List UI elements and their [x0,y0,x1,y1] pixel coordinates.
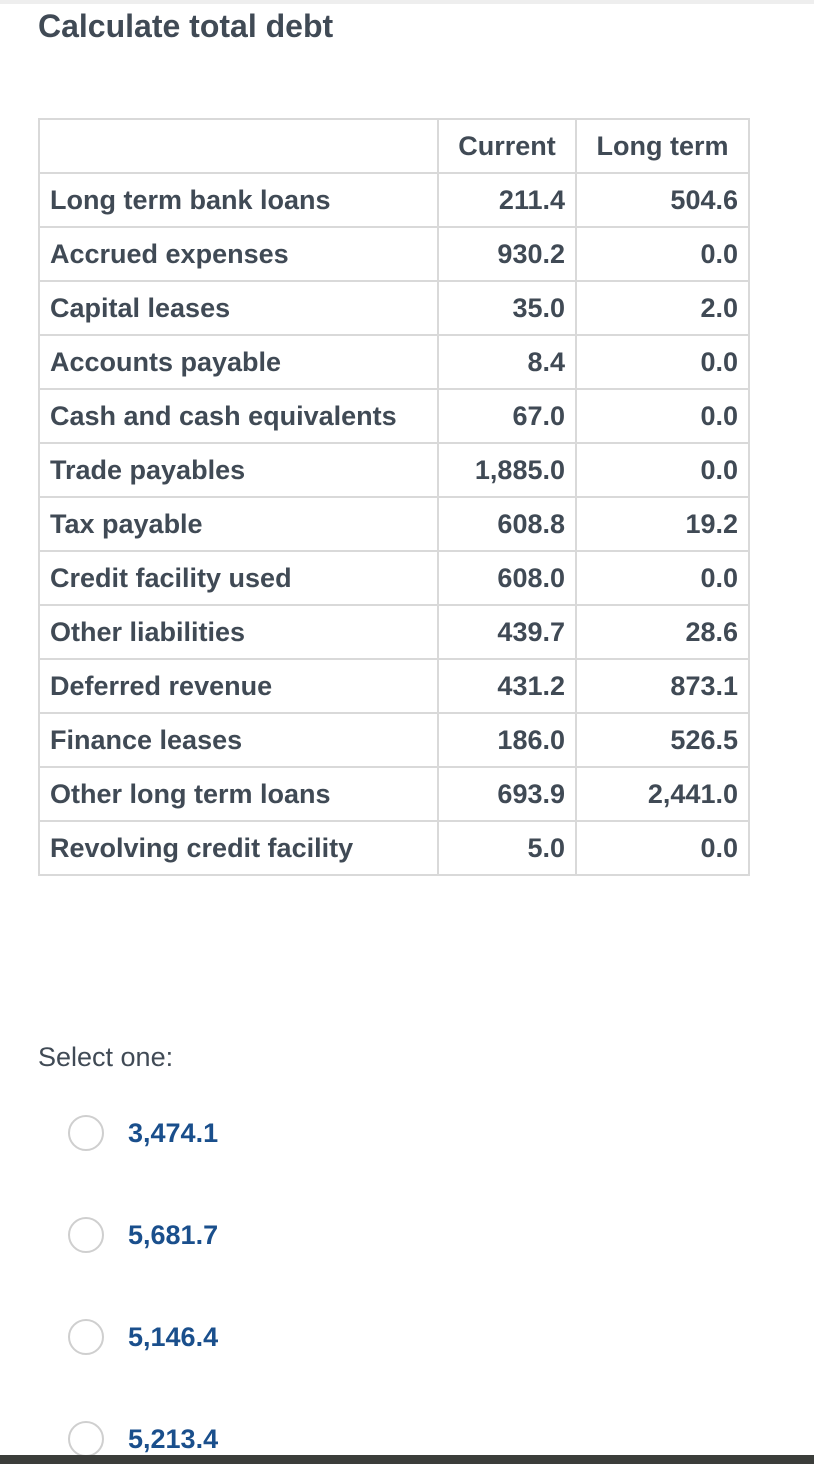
select-one-prompt: Select one: [38,1042,174,1072]
answer-option-3[interactable]: 5,146.4 [68,1317,218,1357]
header-label-cell [38,118,439,174]
long-term-value: 504.6 [575,172,750,228]
long-term-value: 2,441.0 [575,766,750,822]
long-term-value: 19.2 [575,496,750,552]
row-label: Long term bank loans [38,172,439,228]
long-term-value: 873.1 [575,658,750,714]
answer-option-label[interactable]: 5,213.4 [128,1423,219,1454]
table-row: Accrued expenses 930.2 0.0 [38,226,750,282]
row-label: Revolving credit facility [38,820,439,876]
row-label: Cash and cash equivalents [38,388,439,444]
current-value: 186.0 [437,712,577,768]
radio-button[interactable] [68,1421,104,1457]
long-term-value: 0.0 [575,334,750,390]
long-term-value: 0.0 [575,226,750,282]
table-row: Credit facility used 608.0 0.0 [38,550,750,606]
table-row: Deferred revenue 431.2 873.1 [38,658,750,714]
answer-option-label[interactable]: 3,474.1 [128,1117,219,1148]
long-term-value: 0.0 [575,388,750,444]
table-row: Trade payables 1,885.0 0.0 [38,442,750,498]
current-value: 693.9 [437,766,577,822]
header-current: Current [437,118,577,174]
header-long-term: Long term [575,118,750,174]
row-label: Trade payables [38,442,439,498]
long-term-value: 2.0 [575,280,750,336]
table-row: Cash and cash equivalents 67.0 0.0 [38,388,750,444]
table-row: Accounts payable 8.4 0.0 [38,334,750,390]
row-label: Other long term loans [38,766,439,822]
radio-button[interactable] [68,1319,104,1355]
table-row: Tax payable 608.8 19.2 [38,496,750,552]
long-term-value: 0.0 [575,820,750,876]
radio-button[interactable] [68,1115,104,1151]
row-label: Deferred revenue [38,658,439,714]
long-term-value: 28.6 [575,604,750,660]
row-label: Capital leases [38,280,439,336]
current-value: 439.7 [437,604,577,660]
long-term-value: 0.0 [575,550,750,606]
table-row: Long term bank loans 211.4 504.6 [38,172,750,228]
long-term-value: 0.0 [575,442,750,498]
current-value: 930.2 [437,226,577,282]
table-row: Revolving credit facility 5.0 0.0 [38,820,750,876]
top-divider [0,0,814,4]
current-value: 35.0 [437,280,577,336]
row-label: Tax payable [38,496,439,552]
table-row: Finance leases 186.0 526.5 [38,712,750,768]
row-label: Accrued expenses [38,226,439,282]
current-value: 5.0 [437,820,577,876]
current-value: 608.0 [437,550,577,606]
current-value: 1,885.0 [437,442,577,498]
table-row: Capital leases 35.0 2.0 [38,280,750,336]
row-label: Accounts payable [38,334,439,390]
radio-button[interactable] [68,1217,104,1253]
current-value: 431.2 [437,658,577,714]
answer-option-label[interactable]: 5,146.4 [128,1321,219,1352]
long-term-value: 526.5 [575,712,750,768]
answer-option-2[interactable]: 5,681.7 [68,1215,218,1255]
table-row: Other long term loans 693.9 2,441.0 [38,766,750,822]
table-header-row: Current Long term [38,118,750,174]
answer-option-1[interactable]: 3,474.1 [68,1113,218,1153]
bottom-edge-strip [0,1455,814,1464]
row-label: Credit facility used [38,550,439,606]
question-title: Calculate total debt [38,8,334,44]
debt-table: Current Long term Long term bank loans 2… [38,118,750,876]
row-label: Other liabilities [38,604,439,660]
current-value: 608.8 [437,496,577,552]
current-value: 211.4 [437,172,577,228]
answer-option-4[interactable]: 5,213.4 [68,1419,218,1459]
current-value: 67.0 [437,388,577,444]
answer-option-label[interactable]: 5,681.7 [128,1219,219,1250]
row-label: Finance leases [38,712,439,768]
current-value: 8.4 [437,334,577,390]
table-row: Other liabilities 439.7 28.6 [38,604,750,660]
